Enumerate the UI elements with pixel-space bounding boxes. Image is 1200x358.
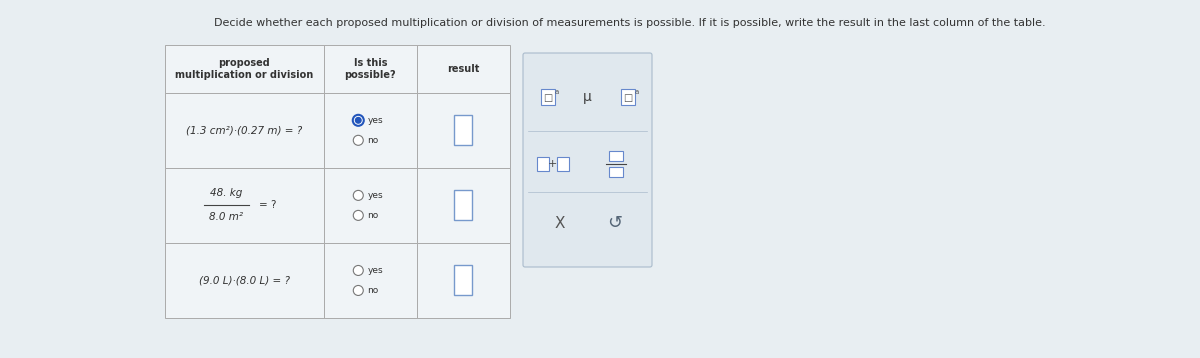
Text: no: no	[367, 286, 378, 295]
FancyBboxPatch shape	[523, 53, 652, 267]
Bar	[416, 93, 510, 168]
Text: Is this
possible?: Is this possible?	[344, 58, 396, 80]
Bar	[324, 45, 416, 93]
Bar	[324, 93, 416, 168]
Bar	[166, 243, 324, 318]
Text: 48. kg: 48. kg	[210, 188, 242, 198]
Text: μ: μ	[583, 90, 592, 104]
Text: □: □	[623, 93, 632, 103]
Circle shape	[355, 117, 361, 124]
Bar	[620, 89, 635, 105]
Text: result: result	[448, 64, 480, 74]
Bar	[455, 190, 473, 221]
Bar	[324, 243, 416, 318]
Text: = ?: = ?	[259, 200, 277, 211]
Bar	[455, 115, 473, 145]
Text: Decide whether each proposed multiplication or division of measurements is possi: Decide whether each proposed multiplicat…	[214, 18, 1046, 28]
Text: 8.0 m²: 8.0 m²	[209, 212, 244, 222]
Text: +: +	[548, 159, 557, 169]
Text: no: no	[367, 211, 378, 220]
Text: no: no	[367, 136, 378, 145]
Bar	[166, 168, 324, 243]
Circle shape	[353, 211, 364, 221]
Text: yes: yes	[367, 191, 383, 200]
Bar	[416, 243, 510, 318]
Text: yes: yes	[367, 116, 383, 125]
Bar	[166, 45, 324, 93]
Bar	[455, 266, 473, 295]
Bar	[166, 93, 324, 168]
Bar	[610, 167, 623, 177]
Text: (9.0 L)·(8.0 L) = ?: (9.0 L)·(8.0 L) = ?	[199, 275, 290, 285]
Circle shape	[353, 285, 364, 295]
Bar	[536, 157, 548, 171]
Bar	[610, 151, 623, 161]
Text: ↺: ↺	[607, 214, 623, 232]
Text: a: a	[635, 89, 638, 95]
Text: (1.3 cm²)·(0.27 m) = ?: (1.3 cm²)·(0.27 m) = ?	[186, 125, 302, 135]
Bar	[540, 89, 554, 105]
Text: X: X	[554, 216, 565, 231]
Circle shape	[353, 266, 364, 275]
Circle shape	[353, 190, 364, 200]
Circle shape	[353, 115, 364, 126]
Bar	[324, 168, 416, 243]
Circle shape	[353, 135, 364, 145]
Text: yes: yes	[367, 266, 383, 275]
Text: a: a	[554, 89, 559, 95]
Bar	[416, 45, 510, 93]
Bar	[416, 168, 510, 243]
Text: □: □	[542, 93, 552, 103]
Bar	[557, 157, 569, 171]
Text: proposed
multiplication or division: proposed multiplication or division	[175, 58, 313, 80]
